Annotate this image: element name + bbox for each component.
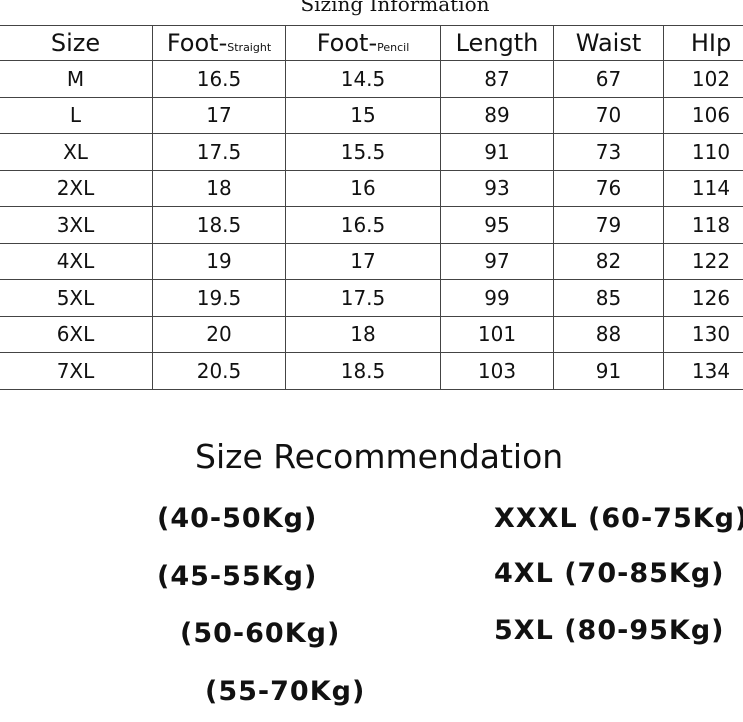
table-cell: 73 [553,133,664,171]
table-cell: M [0,60,153,98]
header-cell: HIp [663,25,743,61]
table-cell: 93 [440,169,554,207]
table-cell: 17.5 [285,279,441,317]
table-cell: 97 [440,242,554,280]
table-cell: 76 [553,169,664,207]
recommendation-item: 4XL (70-85Kg) [494,558,725,589]
table-cell: 14.5 [285,60,441,98]
table-row: 5XL 19.5 17.5 99 85 126 [0,279,743,317]
recommendation-item: (40-50Kg) [157,503,318,534]
table-cell: 18.5 [152,206,286,244]
table-cell: 20 [152,315,286,353]
header-row: Size Foot-Straight Foot-Pencil Length Waist H… [0,25,743,61]
table-cell: 16.5 [152,60,286,98]
table-cell: 89 [440,96,554,134]
table-cell: 70 [553,96,664,134]
table-cell: 106 [663,96,743,134]
table-row: 2XL 18 16 93 76 114 [0,169,743,207]
table-row: 3XL 18.5 16.5 95 79 118 [0,206,743,244]
header-text: Waist [575,29,642,57]
table-wrap: Size Foot-Straight Foot-Pencil Length Waist H… [0,25,743,390]
header-subtext: Straight [227,41,272,54]
table-cell: 2XL [0,169,153,207]
table-row: M 16.5 14.5 87 67 102 [0,60,743,98]
table-title: Sizing Information [300,0,490,16]
table-cell: 3XL [0,206,153,244]
table-cell: 91 [553,352,664,390]
table-cell: 85 [553,279,664,317]
table-cell: 17 [152,96,286,134]
table-row: 7XL 20.5 18.5 103 91 134 [0,352,743,390]
table-cell: 82 [553,242,664,280]
table-cell: 79 [553,206,664,244]
table-cell: 88 [553,315,664,353]
table-cell: 19 [152,242,286,280]
table-cell: 16 [285,169,441,207]
header-cell: Length [440,25,554,61]
table-cell: 6XL [0,315,153,353]
table-cell: 16.5 [285,206,441,244]
table-cell: 126 [663,279,743,317]
header-text: Foot- [166,29,228,57]
table-cell: 101 [440,315,554,353]
header-cell: Foot-Pencil [285,25,441,61]
table-cell: 18 [285,315,441,353]
table-cell: 114 [663,169,743,207]
header-text: Foot- [316,29,378,57]
table-cell: 7XL [0,352,153,390]
table-row: 4XL 19 17 97 82 122 [0,242,743,280]
table-cell: 122 [663,242,743,280]
recommendation-item: (50-60Kg) [180,618,341,649]
recommendation-title: Size Recommendation [195,437,564,476]
table-row: L 17 15 89 70 106 [0,96,743,134]
table-cell: 95 [440,206,554,244]
table-cell: 5XL [0,279,153,317]
recommendation-item: 5XL (80-95Kg) [494,615,725,646]
table-row: XL 17.5 15.5 91 73 110 [0,133,743,171]
table-cell: 17.5 [152,133,286,171]
table-cell: 87 [440,60,554,98]
table-cell: XL [0,133,153,171]
header-cell: Waist [553,25,664,61]
table-cell: 110 [663,133,743,171]
table-cell: 130 [663,315,743,353]
header-subtext: Pencil [377,41,410,54]
table-cell: 20.5 [152,352,286,390]
table-cell: 18 [152,169,286,207]
recommendation-item: (45-55Kg) [157,561,318,592]
table-cell: 67 [553,60,664,98]
table-cell: 19.5 [152,279,286,317]
table-cell: 15.5 [285,133,441,171]
recommendation-item: (55-70Kg) [205,676,366,707]
table-cell: 15 [285,96,441,134]
table-body: M 16.5 14.5 87 67 102 L 17 15 89 70 106 XL 17.5 15.5 91… [0,60,743,390]
header-cell: Foot-Straight [152,25,286,61]
table-cell: 103 [440,352,554,390]
table-cell: L [0,96,153,134]
table-cell: 102 [663,60,743,98]
header-text: Length [455,29,539,57]
table-cell: 4XL [0,242,153,280]
header-cell: Size [0,25,153,61]
table-cell: 134 [663,352,743,390]
table-cell: 91 [440,133,554,171]
table-row: 6XL 20 18 101 88 130 [0,315,743,353]
table-cell: 118 [663,206,743,244]
header-text: HIp [690,29,732,57]
size-table: Size Foot-Straight Foot-Pencil Length Waist H… [0,25,743,390]
table-cell: 17 [285,242,441,280]
table-cell: 99 [440,279,554,317]
table-cell: 18.5 [285,352,441,390]
header-text: Size [50,29,101,57]
recommendation-item: XXXL (60-75Kg) [494,503,743,534]
